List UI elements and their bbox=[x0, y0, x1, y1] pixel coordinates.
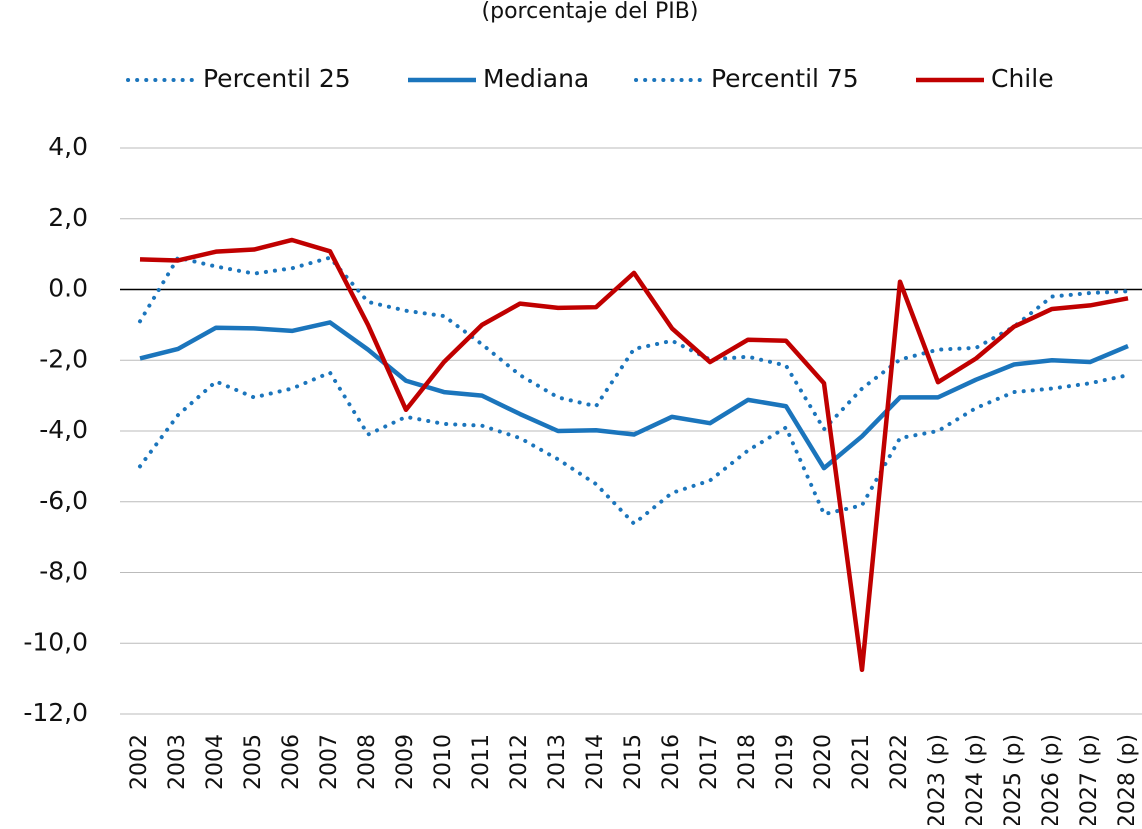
x-tick-label: 2020 bbox=[811, 734, 836, 790]
series-line bbox=[138, 370, 1130, 527]
y-tick-label: -4,0 bbox=[39, 415, 88, 444]
x-tick-label: 2007 bbox=[317, 734, 342, 790]
x-tick-label: 2018 bbox=[735, 734, 760, 790]
y-tick-label: 2,0 bbox=[48, 203, 88, 232]
x-tick-label: 2021 bbox=[849, 734, 874, 790]
series-line bbox=[138, 255, 1130, 433]
legend-label: Chile bbox=[991, 64, 1054, 93]
y-tick-label: 4,0 bbox=[48, 132, 88, 161]
x-tick-label: 2011 bbox=[469, 734, 494, 790]
y-tick-label: -10,0 bbox=[23, 627, 88, 656]
x-tick-label: 2002 bbox=[127, 734, 152, 790]
x-tick-label: 2013 bbox=[545, 734, 570, 790]
x-tick-label: 2026 (p) bbox=[1039, 734, 1064, 825]
x-tick-label: 2016 bbox=[659, 734, 684, 790]
x-tick-label: 2015 bbox=[621, 734, 646, 790]
chart-subtitle: (porcentaje del PIB) bbox=[482, 0, 699, 24]
x-tick-label: 2022 bbox=[887, 734, 912, 790]
y-tick-label: -12,0 bbox=[23, 698, 88, 727]
x-tick-label: 2019 bbox=[773, 734, 798, 790]
x-tick-label: 2008 bbox=[355, 734, 380, 790]
legend-label: Mediana bbox=[483, 64, 589, 93]
y-tick-label: -8,0 bbox=[39, 557, 88, 586]
x-tick-label: 2024 (p) bbox=[963, 734, 988, 825]
x-tick-label: 2028 (p) bbox=[1115, 734, 1140, 825]
x-tick-label: 2025 (p) bbox=[1001, 734, 1026, 825]
series-line bbox=[139, 320, 1129, 471]
x-tick-label: 2005 bbox=[241, 734, 266, 790]
x-tick-label: 2014 bbox=[583, 734, 608, 790]
x-tick-label: 2004 bbox=[203, 734, 228, 790]
legend-label: Percentil 75 bbox=[711, 64, 859, 93]
x-tick-label: 2023 (p) bbox=[925, 734, 950, 825]
y-tick-label: -2,0 bbox=[39, 344, 88, 373]
series-line bbox=[139, 237, 1129, 673]
y-tick-label: -6,0 bbox=[39, 486, 88, 515]
x-tick-label: 2017 bbox=[697, 734, 722, 790]
x-tick-label: 2027 (p) bbox=[1077, 734, 1102, 825]
x-tick-label: 2006 bbox=[279, 734, 304, 790]
x-tick-label: 2010 bbox=[431, 734, 456, 790]
x-tick-label: 2003 bbox=[165, 734, 190, 790]
x-tick-label: 2009 bbox=[393, 734, 418, 790]
x-tick-label: 2012 bbox=[507, 734, 532, 790]
legend-label: Percentil 25 bbox=[203, 64, 351, 93]
y-tick-label: 0.0 bbox=[48, 274, 88, 303]
